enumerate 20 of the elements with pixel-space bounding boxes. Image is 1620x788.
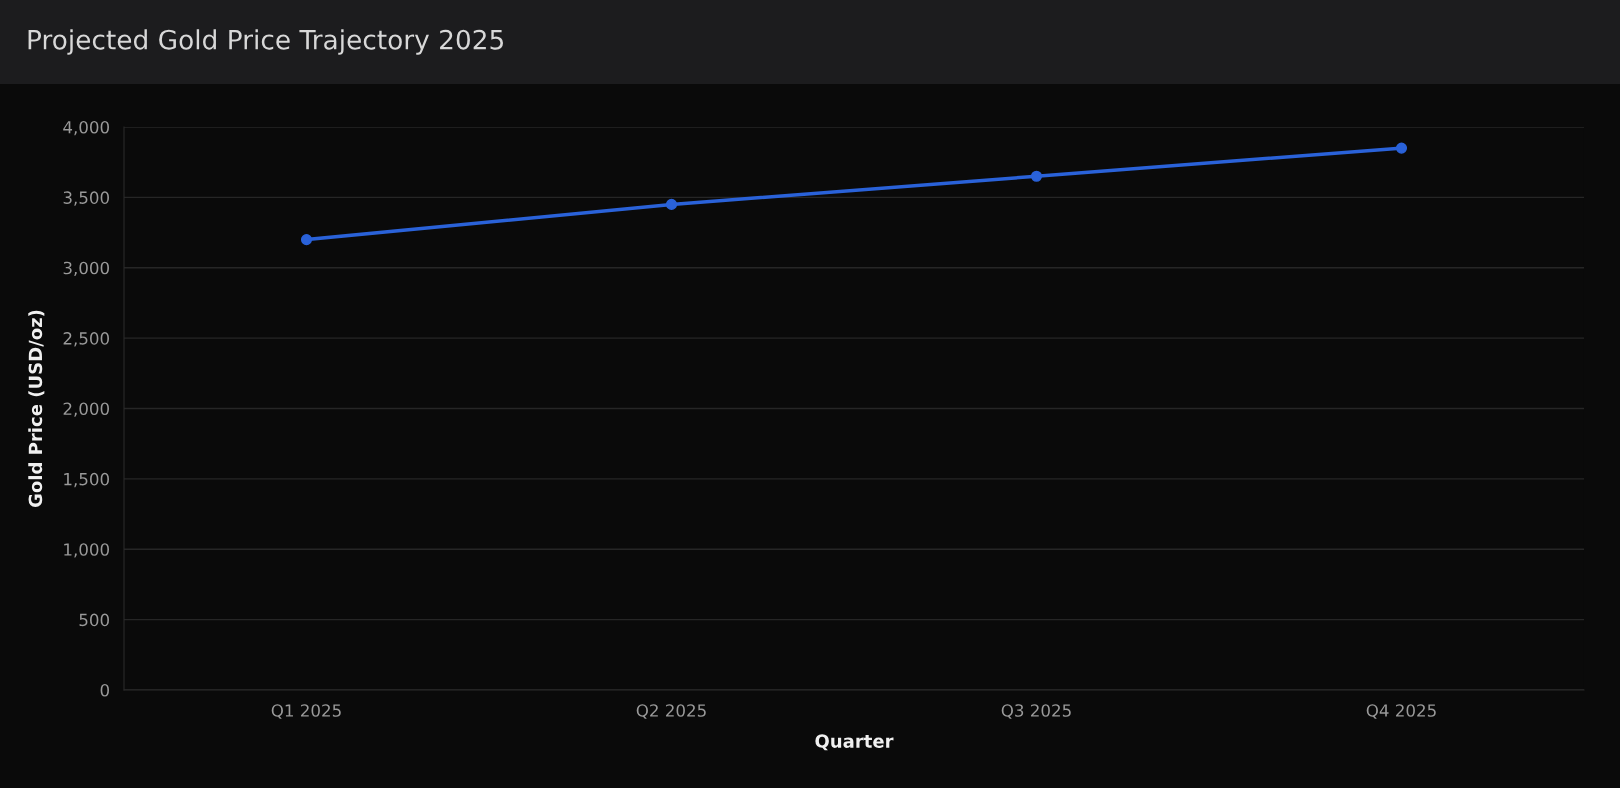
x-axis-title: Quarter bbox=[815, 734, 894, 751]
y-tick-label: 2,000 bbox=[63, 402, 109, 417]
y-tick-label: 4,000 bbox=[63, 120, 109, 136]
y-tick-label: 0 bbox=[100, 683, 109, 697]
point bbox=[665, 198, 678, 210]
y-tick-label: 2,500 bbox=[63, 332, 109, 347]
x-tick-label: Q4 2025 bbox=[1366, 704, 1436, 719]
y-axis-title: Gold Price (USD/oz) bbox=[28, 310, 45, 508]
point bbox=[1030, 170, 1043, 182]
y-tick-label: 3,000 bbox=[63, 261, 109, 277]
chart-title: Projected Gold Price Trajectory 2025 bbox=[28, 29, 503, 55]
y-tick-label: 1,000 bbox=[64, 543, 109, 558]
y-tick-label: 1,500 bbox=[64, 472, 109, 488]
x-tick-label: Q3 2025 bbox=[1001, 704, 1071, 719]
x-tick-label: Q1 2025 bbox=[271, 704, 341, 719]
x-tick-label: Q2 2025 bbox=[636, 704, 706, 719]
y-tick-label: 500 bbox=[79, 613, 109, 627]
point bbox=[300, 234, 313, 246]
point bbox=[1395, 142, 1408, 154]
y-tick-label: 3,500 bbox=[63, 191, 109, 206]
